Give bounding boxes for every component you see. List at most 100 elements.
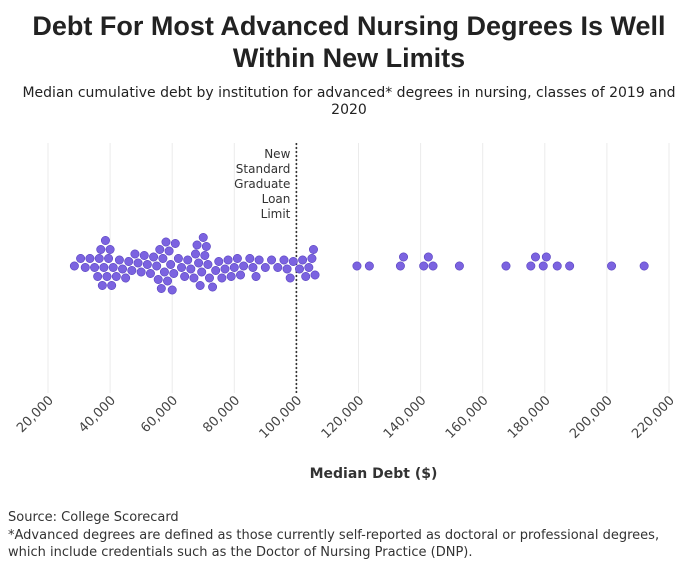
- data-point: [204, 273, 214, 283]
- data-point: [152, 261, 162, 271]
- data-point: [93, 271, 103, 281]
- reference-line-label: Loan: [262, 192, 291, 206]
- data-point: [541, 252, 551, 262]
- data-point: [80, 262, 90, 272]
- data-point: [552, 261, 562, 271]
- data-point: [395, 261, 405, 271]
- data-point: [183, 255, 193, 265]
- footnote: *Advanced degrees are defined as those c…: [8, 528, 660, 560]
- data-point: [223, 255, 233, 265]
- data-point: [538, 261, 548, 271]
- data-point: [285, 273, 295, 283]
- x-tick-label: 220,000: [629, 393, 678, 442]
- data-point: [229, 262, 239, 272]
- data-point: [273, 262, 283, 272]
- data-point: [121, 273, 131, 283]
- data-point: [301, 271, 311, 281]
- data-point: [226, 271, 236, 281]
- data-point: [155, 245, 165, 255]
- data-point: [99, 262, 109, 272]
- data-point: [423, 252, 433, 262]
- data-point: [260, 262, 270, 272]
- data-point: [419, 261, 429, 271]
- data-point: [164, 246, 174, 256]
- data-point: [189, 273, 199, 283]
- data-point: [158, 254, 168, 264]
- data-point: [251, 271, 261, 281]
- x-tick-label: 20,000: [14, 393, 57, 436]
- data-point: [153, 274, 163, 284]
- data-point: [161, 237, 171, 247]
- x-tick-label: 80,000: [200, 393, 243, 436]
- data-point: [308, 245, 318, 255]
- data-point: [136, 267, 146, 277]
- data-point: [364, 261, 374, 271]
- data-point: [304, 262, 314, 272]
- data-point: [107, 280, 117, 290]
- data-point: [639, 261, 649, 271]
- data-point: [310, 270, 320, 280]
- data-point: [173, 254, 183, 264]
- data-point: [220, 264, 230, 274]
- x-tick-label: 200,000: [567, 393, 616, 442]
- data-point: [169, 268, 179, 278]
- data-point: [111, 271, 121, 281]
- data-point: [208, 282, 218, 292]
- x-tick-label: 60,000: [138, 393, 181, 436]
- reference-line-label: Graduate: [234, 177, 290, 191]
- data-point: [211, 265, 221, 275]
- chart-title: Debt For Most Advanced Nursing Degrees I…: [32, 11, 666, 73]
- data-point: [201, 242, 211, 252]
- chart-subtitle: Median cumulative debt by institution fo…: [22, 85, 676, 118]
- data-point: [142, 259, 152, 269]
- data-point: [163, 276, 173, 286]
- data-point: [180, 271, 190, 281]
- data-point: [501, 261, 511, 271]
- data-point: [195, 280, 205, 290]
- data-point: [352, 261, 362, 271]
- data-point: [267, 255, 277, 265]
- data-point: [156, 283, 166, 293]
- data-point: [118, 264, 128, 274]
- x-tick-label: 100,000: [257, 393, 306, 442]
- source-note: Source: College Scorecard: [8, 510, 179, 525]
- data-point: [565, 261, 575, 271]
- data-point: [298, 255, 308, 265]
- data-point: [254, 255, 264, 265]
- data-point: [198, 233, 208, 243]
- data-point: [105, 245, 115, 255]
- data-point: [130, 249, 140, 259]
- data-point: [149, 252, 159, 262]
- x-tick-label: 40,000: [76, 393, 119, 436]
- data-point: [133, 258, 143, 268]
- data-point: [194, 258, 204, 268]
- data-point: [203, 259, 213, 269]
- data-point: [97, 280, 107, 290]
- data-point: [139, 251, 149, 261]
- data-point: [170, 239, 180, 249]
- data-point: [85, 254, 95, 264]
- data-point: [526, 261, 536, 271]
- data-point: [90, 262, 100, 272]
- data-point: [454, 261, 464, 271]
- data-point: [399, 252, 409, 262]
- data-point: [428, 261, 438, 271]
- data-point: [200, 251, 210, 261]
- data-point: [102, 271, 112, 281]
- data-point: [127, 265, 137, 275]
- reference-line-label: Standard: [236, 162, 291, 176]
- data-point: [177, 262, 187, 272]
- data-point: [607, 261, 617, 271]
- data-point: [186, 264, 196, 274]
- data-point: [217, 273, 227, 283]
- data-point: [232, 254, 242, 264]
- reference-line-label: New: [264, 147, 290, 161]
- data-point: [197, 267, 207, 277]
- data-point: [96, 245, 106, 255]
- data-point: [190, 249, 200, 259]
- data-point: [114, 255, 124, 265]
- data-point: [239, 261, 249, 271]
- data-point: [69, 261, 79, 271]
- data-point: [100, 236, 110, 246]
